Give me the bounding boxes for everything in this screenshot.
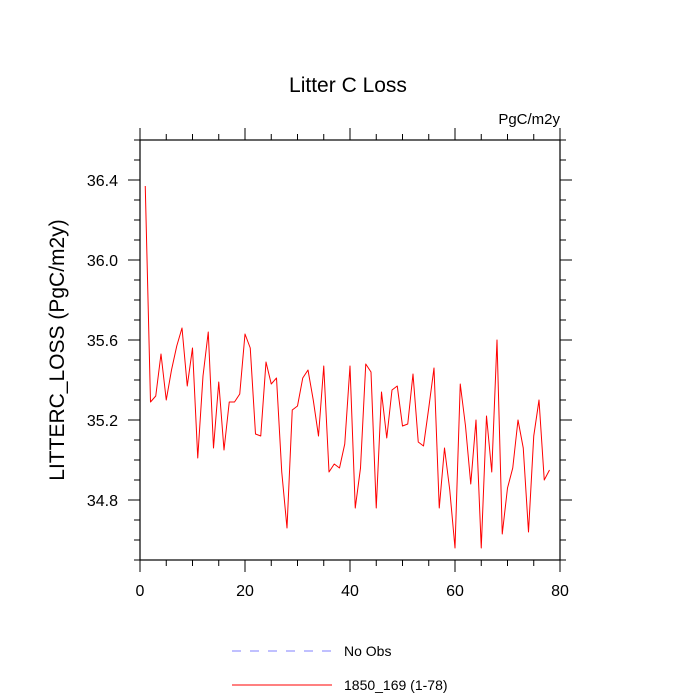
axes: 0 20 40 60 80 34.8 35.2 35.6 36.0 36.4 [87,128,572,600]
y-tick-label: 35.6 [87,333,118,350]
series-layer [144,185,550,549]
x-tick-label: 40 [341,583,359,600]
x-tick-label: 0 [136,583,145,600]
y-tick-label: 36.4 [87,173,118,190]
x-tick-label: 60 [446,583,464,600]
legend-label-1: 1850_169 (1-78) [344,677,448,693]
x-tick-label: 20 [236,583,254,600]
y-tick-label: 36.0 [87,253,118,270]
legend: No Obs 1850_169 (1-78) [232,643,448,693]
y-axis-label: LITTERC_LOSS (PgC/m2y) [46,219,69,480]
y-tick-label: 35.2 [87,413,118,430]
y-tick-label: 34.8 [87,493,118,510]
legend-label-0: No Obs [344,643,391,659]
chart-title: Litter C Loss [289,74,407,97]
series-line-1 [144,185,550,549]
x-tick-label: 80 [551,583,569,600]
chart-units: PgC/m2y [498,111,560,128]
